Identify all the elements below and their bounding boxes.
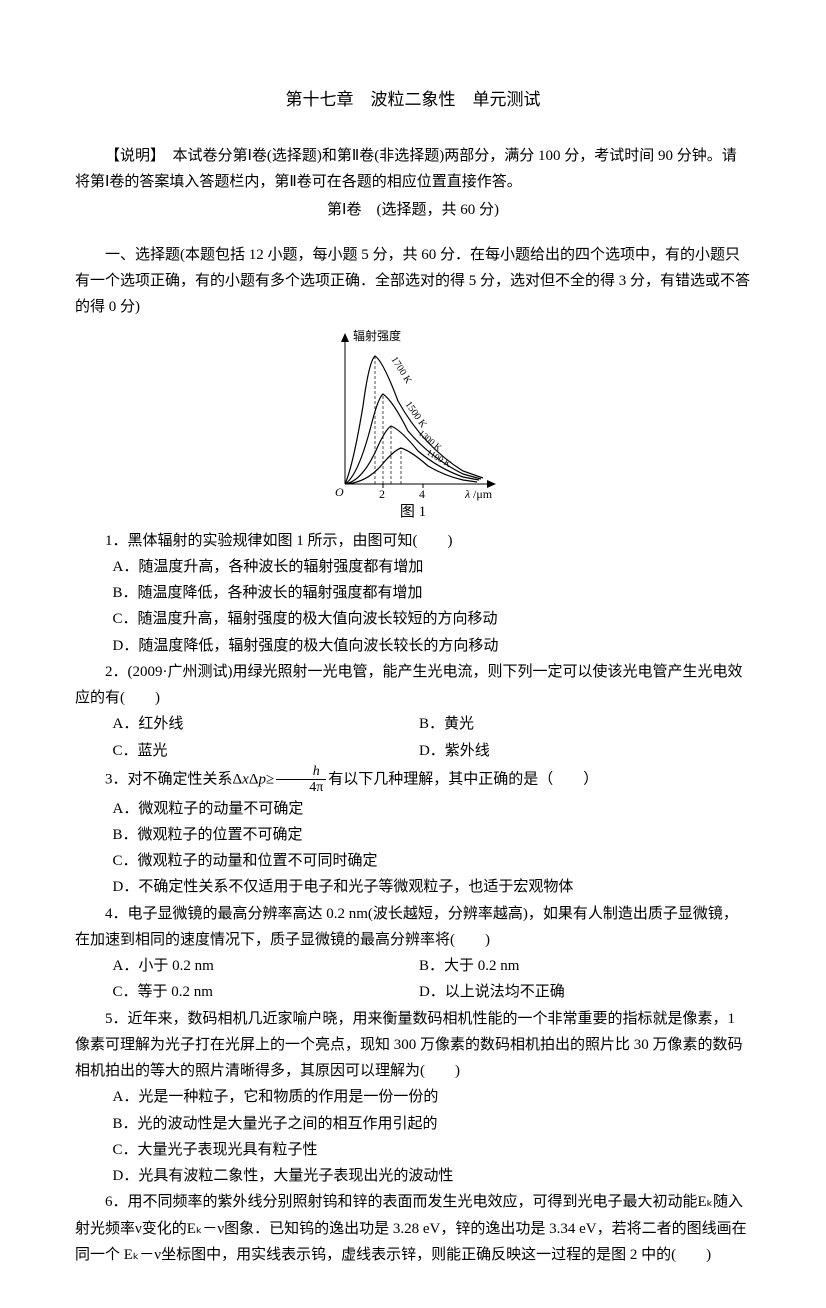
x-tick-2: 2 bbox=[379, 487, 385, 501]
q2-stem: 2．(2009·广州测试)用绿光照射一光电管，能产生光电流，则下列一定可以使该光… bbox=[75, 659, 751, 712]
q3-stem-post: 有以下几种理解，其中正确的是（ ） bbox=[328, 771, 598, 787]
q5-opt-c: C．大量光子表现光具有粒子性 bbox=[75, 1137, 751, 1163]
q1-opt-d: D．随温度降低，辐射强度的极大值向波长较长的方向移动 bbox=[75, 633, 751, 659]
q3-opt-b: B．微观粒子的位置不可确定 bbox=[75, 822, 751, 848]
q4-opt-a: A．小于 0.2 nm bbox=[113, 953, 419, 979]
q5-opt-b: B．光的波动性是大量光子之间的相互作用引起的 bbox=[75, 1111, 751, 1137]
q3-opt-c: C．微观粒子的动量和位置不可同时确定 bbox=[75, 848, 751, 874]
q1-opt-b: B．随温度降低，各种波长的辐射强度都有增加 bbox=[75, 580, 751, 606]
question-intro: 一、选择题(本题包括 12 小题，每小题 5 分，共 60 分．在每小题给出的四… bbox=[75, 242, 751, 321]
curve-label-1700: 1700 K bbox=[388, 355, 413, 387]
q4-opt-c: C．等于 0.2 nm bbox=[113, 979, 419, 1005]
figure-1-caption: 图 1 bbox=[75, 499, 751, 525]
page-title: 第十七章 波粒二象性 单元测试 bbox=[75, 85, 751, 115]
q5-opt-a: A．光是一种粒子，它和物质的作用是一份一份的 bbox=[75, 1084, 751, 1110]
figure-1: 辐射强度 λ /μm 2 4 O 1700 K 1500 K 1300 K 11… bbox=[75, 326, 751, 525]
q3-stem-pre: 3．对不确定性关系Δ bbox=[105, 771, 242, 787]
q3-opt-d: D．不确定性关系不仅适用于电子和光子等微观粒子，也适于宏观物体 bbox=[75, 874, 751, 900]
q4-opt-b: B．大于 0.2 nm bbox=[419, 953, 725, 979]
exam-instructions: 【说明】 本试卷分第Ⅰ卷(选择题)和第Ⅱ卷(非选择题)两部分，满分 100 分，… bbox=[75, 143, 751, 196]
q4-opt-d: D．以上说法均不正确 bbox=[419, 979, 725, 1005]
q2-opt-a: A．红外线 bbox=[113, 711, 419, 737]
q2-opt-c: C．蓝光 bbox=[113, 738, 419, 764]
blackbody-chart: 辐射强度 λ /μm 2 4 O 1700 K 1500 K 1300 K 11… bbox=[323, 326, 503, 501]
x-axis-label: λ bbox=[464, 487, 470, 501]
x-axis-unit: /μm bbox=[473, 487, 493, 501]
q5-opt-d: D．光具有波粒二象性，大量光子表现出光的波动性 bbox=[75, 1163, 751, 1189]
q6-stem: 6．用不同频率的紫外线分别照射钨和锌的表面而发生光电效应，可得到光电子最大初动能… bbox=[75, 1189, 751, 1268]
q3-stem: 3．对不确定性关系ΔxΔp≥h4π有以下几种理解，其中正确的是（ ） bbox=[75, 764, 751, 796]
q3-frac-den: 4π bbox=[276, 780, 326, 795]
q4-stem: 4．电子显微镜的最高分辨率高达 0.2 nm(波长越短，分辨率越高)，如果有人制… bbox=[75, 901, 751, 954]
q2-opt-d: D．紫外线 bbox=[419, 738, 725, 764]
q2-opt-b: B．黄光 bbox=[419, 711, 725, 737]
section-header: 第Ⅰ卷 (选择题，共 60 分) bbox=[75, 197, 751, 223]
svg-text:O: O bbox=[335, 485, 344, 499]
q1-opt-a: A．随温度升高，各种波长的辐射强度都有增加 bbox=[75, 554, 751, 580]
y-axis-label: 辐射强度 bbox=[353, 328, 401, 343]
q1-stem: 1．黑体辐射的实验规律如图 1 所示，由图可知( ) bbox=[75, 528, 751, 554]
q1-opt-c: C．随温度升高，辐射强度的极大值向波长较短的方向移动 bbox=[75, 606, 751, 632]
q5-stem: 5．近年来，数码相机几近家喻户晓，用来衡量数码相机性能的一个非常重要的指标就是像… bbox=[75, 1006, 751, 1085]
q3-frac-num: h bbox=[276, 764, 326, 780]
q3-opt-a: A．微观粒子的动量不可确定 bbox=[75, 796, 751, 822]
